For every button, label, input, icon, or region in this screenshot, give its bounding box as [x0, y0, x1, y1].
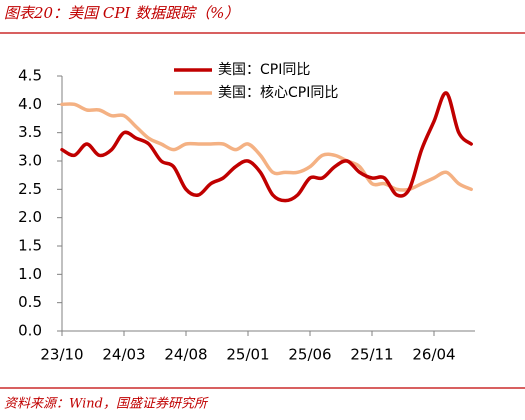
x-tick-label: 25/01 — [226, 346, 269, 364]
y-tick-label: 0.0 — [18, 322, 42, 340]
x-tick-label: 25/06 — [288, 346, 331, 364]
y-tick-label: 3.5 — [18, 123, 42, 141]
y-tick-label: 1.5 — [18, 237, 42, 255]
x-tick-label: 24/03 — [102, 346, 145, 364]
y-tick-label: 2.0 — [18, 208, 42, 226]
legend-label: 美国：CPI同比 — [218, 62, 310, 78]
y-tick-label: 1.0 — [18, 265, 42, 283]
y-tick-label: 3.0 — [18, 152, 42, 170]
source-note: 资料来源：Wind，国盛证券研究所 — [4, 396, 209, 412]
y-tick-label: 4.0 — [18, 95, 42, 113]
series-line — [60, 102, 473, 192]
x-tick-label: 23/10 — [40, 346, 83, 364]
series-line — [60, 91, 473, 203]
y-tick-label: 4.5 — [18, 67, 42, 85]
legend-label: 美国：核心CPI同比 — [218, 85, 338, 101]
x-tick-label: 24/08 — [164, 346, 207, 364]
x-tick-label: 26/04 — [412, 346, 455, 364]
chart-title: 图表20：美国 CPI 数据跟踪（%） — [4, 4, 239, 22]
x-tick-label: 25/11 — [350, 346, 393, 364]
y-tick-label: 0.5 — [18, 293, 42, 311]
y-tick-label: 2.5 — [18, 180, 42, 198]
